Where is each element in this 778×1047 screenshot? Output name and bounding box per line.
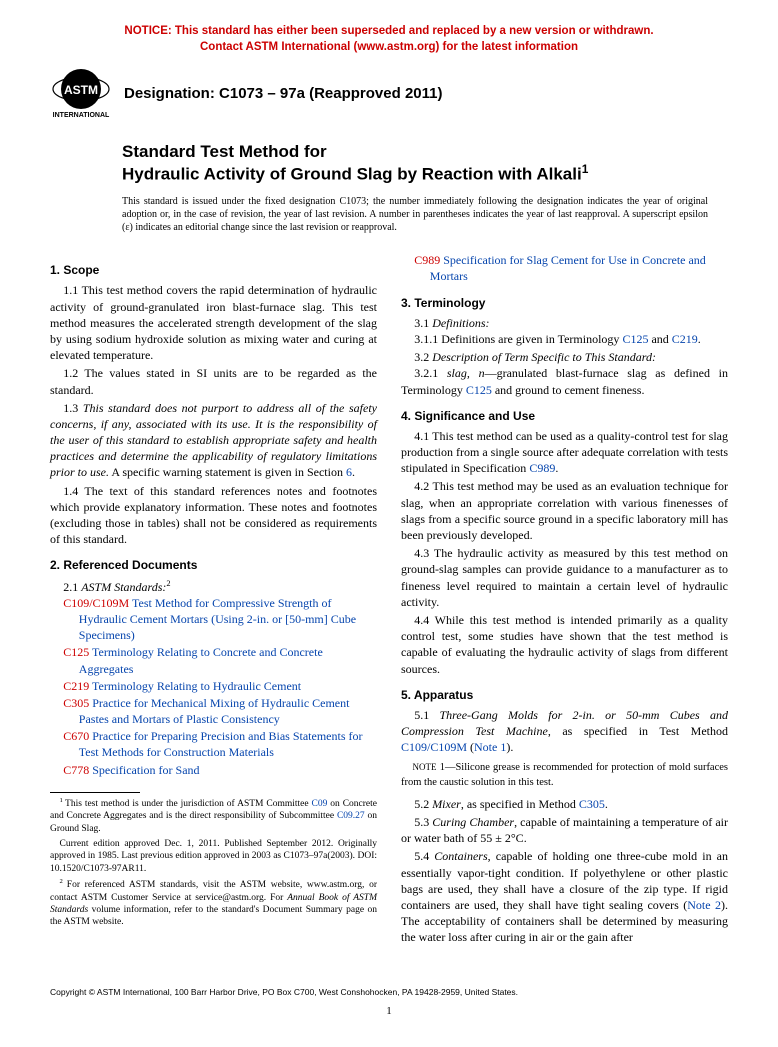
ref-item: C109/C109M Test Method for Compressive S…	[50, 595, 377, 644]
page-number: 1	[50, 1005, 728, 1017]
footnote-1b: Current edition approved Dec. 1, 2011. P…	[50, 838, 377, 875]
designation-label: Designation:	[124, 85, 215, 102]
ref-link[interactable]: C109/C109M	[63, 596, 129, 610]
title-block: Standard Test Method for Hydraulic Activ…	[122, 141, 728, 185]
notice-banner: NOTICE: This standard has either been su…	[50, 24, 728, 55]
para-1-2: 1.2 The values stated in SI units are to…	[50, 365, 377, 397]
document-page: NOTICE: This standard has either been su…	[0, 0, 778, 1047]
para-5-1: 5.1 Three-Gang Molds for 2-in. or 50-mm …	[401, 707, 728, 756]
ref-link[interactable]: C125	[63, 645, 89, 659]
link-note1[interactable]: Note 1	[474, 740, 506, 754]
section-1-head: 1. Scope	[50, 262, 377, 278]
ref-item: C778 Specification for Sand	[50, 762, 377, 778]
ref-item: C219 Terminology Relating to Hydraulic C…	[50, 678, 377, 694]
section-5-head: 5. Apparatus	[401, 687, 728, 703]
ref-item: C125 Terminology Relating to Concrete an…	[50, 644, 377, 676]
right-column: C989 Specification for Slag Cement for U…	[401, 252, 728, 947]
svg-text:INTERNATIONAL: INTERNATIONAL	[53, 112, 110, 119]
header-row: ASTM INTERNATIONAL Designation: C1073 – …	[50, 67, 728, 119]
footnote-2: 2 For referenced ASTM standards, visit t…	[50, 878, 377, 929]
issuance-note: This standard is issued under the fixed …	[122, 195, 708, 234]
note-1: NOTE 1—Silicone grease is recommended fo…	[401, 761, 728, 789]
section-2-head: 2. Referenced Documents	[50, 557, 377, 573]
left-column: 1. Scope 1.1 This test method covers the…	[50, 252, 377, 947]
title-line-2: Hydraulic Activity of Ground Slag by Rea…	[122, 162, 728, 185]
footnotes: 1 This test method is under the jurisdic…	[50, 797, 377, 929]
sub-3-1: 3.1 Definitions:	[401, 315, 728, 331]
footnote-1: 1 This test method is under the jurisdic…	[50, 797, 377, 835]
svg-text:ASTM: ASTM	[64, 83, 98, 97]
designation: Designation: C1073 – 97a (Reapproved 201…	[124, 85, 442, 102]
notice-line-2: Contact ASTM International (www.astm.org…	[200, 41, 578, 53]
ref-link[interactable]: C670	[63, 729, 89, 743]
body-columns: 1. Scope 1.1 This test method covers the…	[50, 252, 728, 947]
link-c219[interactable]: C219	[672, 332, 698, 346]
ref-link[interactable]: C219	[63, 679, 89, 693]
para-5-4: 5.4 Containers, capable of holding one t…	[401, 848, 728, 945]
link-c109[interactable]: C109/C109M	[401, 740, 467, 754]
title-superscript: 1	[582, 162, 589, 176]
ref-link[interactable]: C305	[63, 696, 89, 710]
title-line-1: Standard Test Method for	[122, 141, 728, 162]
para-5-2: 5.2 Mixer, as specified in Method C305.	[401, 796, 728, 812]
ref-item: C670 Practice for Preparing Precision an…	[50, 728, 377, 760]
link-c125b[interactable]: C125	[466, 383, 492, 397]
link-note2[interactable]: Note 2	[687, 898, 721, 912]
para-1-4: 1.4 The text of this standard references…	[50, 483, 377, 548]
footnote-rule	[50, 792, 140, 793]
para-4-4: 4.4 While this test method is intended p…	[401, 612, 728, 677]
ref-item: C305 Practice for Mechanical Mixing of H…	[50, 695, 377, 727]
para-4-1: 4.1 This test method can be used as a qu…	[401, 428, 728, 477]
ref-link[interactable]: C989	[414, 253, 440, 267]
astm-logo-icon: ASTM INTERNATIONAL	[50, 67, 112, 119]
para-1-3: 1.3 This standard does not purport to ad…	[50, 400, 377, 481]
link-c989[interactable]: C989	[529, 461, 555, 475]
link-c305[interactable]: C305	[579, 797, 605, 811]
para-5-3: 5.3 Curing Chamber, capable of maintaini…	[401, 814, 728, 846]
sub-2-1: 2.1 ASTM Standards:2	[50, 578, 377, 595]
ref-item: C989 Specification for Slag Cement for U…	[401, 252, 728, 284]
para-4-3: 4.3 The hydraulic activity as measured b…	[401, 545, 728, 610]
title-text: Hydraulic Activity of Ground Slag by Rea…	[122, 165, 582, 184]
para-3-1-1: 3.1.1 Definitions are given in Terminolo…	[401, 331, 728, 347]
designation-value: C1073 – 97a (Reapproved 2011)	[219, 85, 442, 102]
link-c09[interactable]: C09	[312, 799, 328, 809]
ref-link[interactable]: C778	[63, 763, 89, 777]
link-c125[interactable]: C125	[622, 332, 648, 346]
section-3-head: 3. Terminology	[401, 295, 728, 311]
section-4-head: 4. Significance and Use	[401, 408, 728, 424]
sub-3-2: 3.2 Description of Term Specific to This…	[401, 349, 728, 365]
copyright-line: Copyright © ASTM International, 100 Barr…	[50, 987, 728, 997]
para-3-2-1: 3.2.1 slag, n—granulated blast-furnace s…	[401, 365, 728, 397]
link-c09-27[interactable]: C09.27	[337, 811, 365, 821]
para-4-2: 4.2 This test method may be used as an e…	[401, 478, 728, 543]
para-1-1: 1.1 This test method covers the rapid de…	[50, 282, 377, 363]
notice-line-1: NOTICE: This standard has either been su…	[124, 25, 653, 37]
